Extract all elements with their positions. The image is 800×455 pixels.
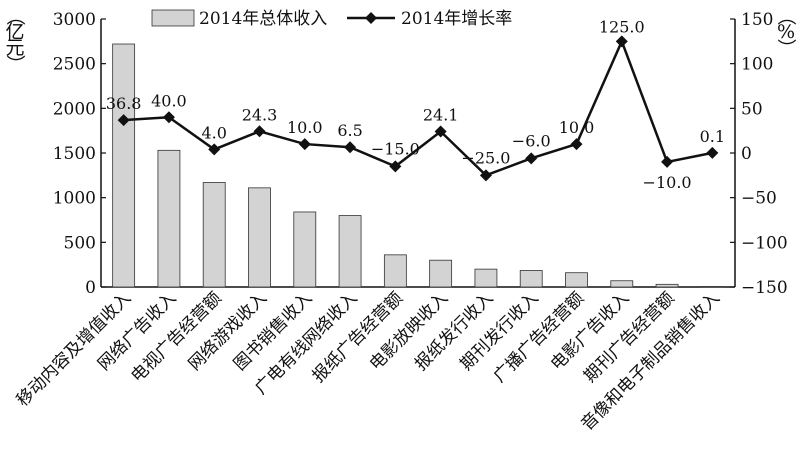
growth-value-label-2: 4.0 [201, 123, 226, 142]
bar-6 [383, 254, 407, 288]
growth-marker-1 [162, 111, 175, 124]
growth-marker-8 [479, 169, 492, 182]
bar-1 [157, 149, 181, 288]
growth-value-label-8: −25.0 [461, 148, 510, 167]
bar-7 [429, 259, 453, 288]
growth-marker-13 [706, 146, 719, 159]
right-tick-label: 50 [741, 99, 763, 119]
left-axis-title-char: （ [4, 6, 26, 25]
bar-11 [610, 280, 634, 288]
left-tick-label: 500 [64, 233, 96, 253]
growth-value-label-3: 24.3 [242, 105, 278, 124]
legend-diamond-marker [365, 12, 377, 24]
growth-value-label-1: 40.0 [151, 91, 187, 110]
growth-value-label-13: 0.1 [700, 127, 725, 146]
left-tick-label: 3000 [53, 10, 96, 30]
left-axis-title-char: 元 [5, 37, 24, 59]
growth-marker-9 [525, 152, 538, 165]
growth-marker-0 [117, 114, 130, 127]
legend: 2014年总体收入 2014年增长率 [151, 9, 512, 29]
left-axis-title-char: ） [4, 54, 26, 73]
growth-marker-3 [253, 125, 266, 138]
growth-value-label-12: −10.0 [643, 173, 692, 192]
bar-10 [565, 272, 588, 288]
right-tick-label: −100 [741, 233, 788, 253]
right-tick-label: −150 [741, 278, 788, 298]
right-tick-label: −50 [741, 189, 777, 209]
right-axis-title-char: % [777, 21, 795, 43]
growth-value-label-4: 10.0 [287, 118, 323, 137]
bars-group [112, 43, 724, 288]
legend-line-label: 2014年增长率 [401, 9, 512, 29]
growth-marker-6 [389, 160, 402, 173]
left-tick-label: 2500 [53, 55, 96, 75]
growth-value-label-6: −15.0 [371, 139, 420, 158]
left-tick-label: 0 [85, 278, 96, 298]
growth-value-label-7: 24.1 [423, 105, 459, 124]
growth-marker-2 [208, 143, 221, 156]
bar-0 [112, 43, 136, 288]
right-tick-label: 100 [741, 55, 773, 75]
right-tick-label: 150 [741, 10, 773, 30]
growth-marker-10 [570, 138, 583, 151]
left-tick-label: 1500 [53, 144, 96, 164]
growth-value-label-5: 6.5 [337, 121, 362, 140]
growth-marker-11 [615, 35, 628, 48]
right-axis-title-char: ） [775, 38, 797, 57]
bar-5 [338, 215, 362, 288]
bar-4 [293, 211, 317, 288]
growth-value-label-10: 10.0 [559, 118, 595, 137]
bar-2 [202, 182, 226, 288]
right-tick-label: 0 [741, 144, 752, 164]
right-axis-title-char: （ [775, 6, 797, 25]
growth-line [123, 38, 713, 177]
right-axis: −150 −100 −50 0 50 100 150 （%） [730, 6, 797, 298]
growth-marker-7 [434, 125, 447, 138]
growth-marker-12 [661, 155, 674, 168]
bar-3 [248, 187, 271, 288]
growth-value-label-11: 125.0 [599, 17, 645, 36]
legend-bar-label: 2014年总体收入 [199, 9, 327, 29]
bar-8 [474, 268, 498, 288]
bar-9 [519, 270, 543, 288]
legend-bar-swatch [151, 9, 195, 27]
left-axis-title-char: 亿 [5, 21, 24, 43]
growth-marker-4 [298, 138, 311, 151]
growth-line-group: 36.8 40.0 4.0 24.3 10.0 6.5 −15.024.1 −25.0−6.0… [106, 17, 725, 192]
x-axis: 移动内容及增值收入网络广告收入电视广告经营额网络游戏收入图书销售收入广电有线网络… [13, 288, 724, 434]
bar-12 [655, 283, 679, 288]
growth-marker-5 [344, 141, 357, 154]
left-axis: 0 500 1000 1500 2000 2500 3000 （亿元） [4, 6, 106, 298]
growth-value-label-0: 36.8 [106, 94, 142, 113]
left-tick-label: 2000 [53, 99, 96, 119]
left-tick-label: 1000 [53, 189, 96, 209]
growth-value-label-9: −6.0 [512, 131, 551, 150]
